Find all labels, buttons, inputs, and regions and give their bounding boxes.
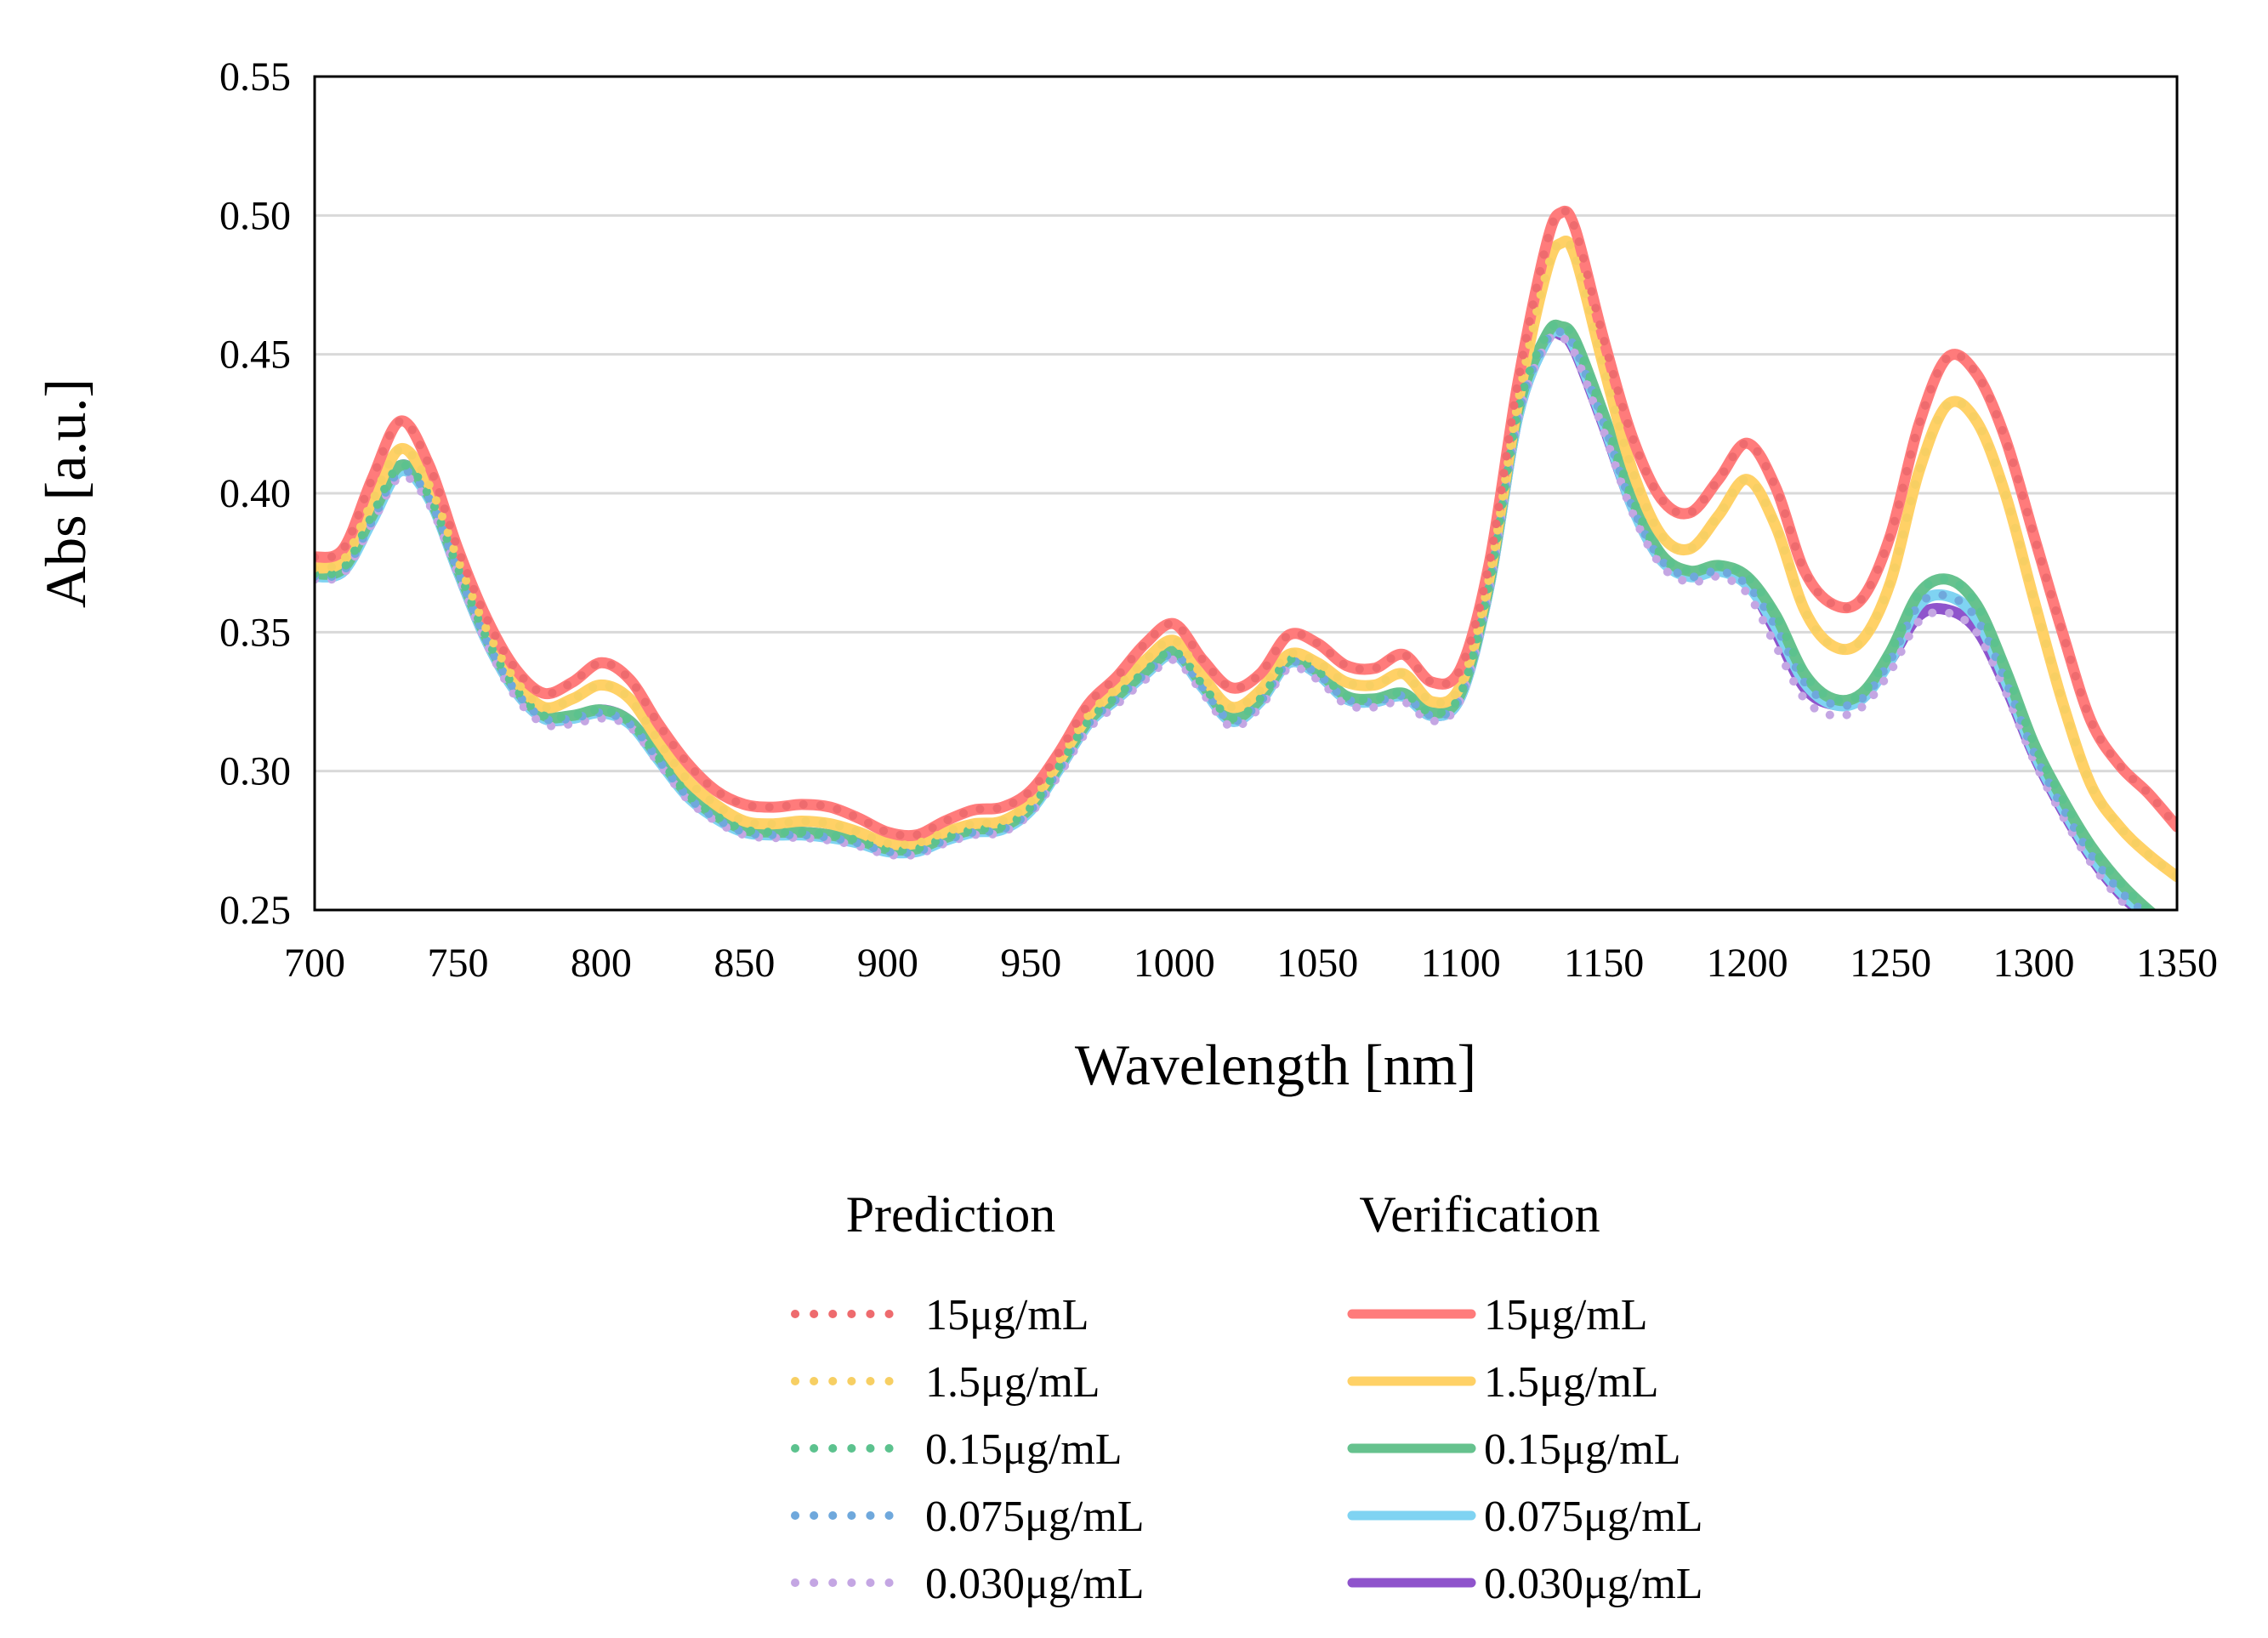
x-tick-label: 1250 xyxy=(1850,941,1931,986)
legend-entries: 15μg/mL 1.5μg/mL 0.15μg/mL 0.075μg/mL 0.030μ… xyxy=(791,1291,1703,1608)
legend-label-prediction-2: 0.15μg/mL xyxy=(925,1425,1123,1474)
y-tick-label: 0.30 xyxy=(219,749,291,794)
series-line-prediction-1 xyxy=(315,236,2177,881)
x-tick-label: 850 xyxy=(713,941,775,986)
x-tick-label: 800 xyxy=(571,941,632,986)
x-tick-label: 700 xyxy=(284,941,345,986)
x-axis-ticks: 700 750 800 850 900 950 1000 1050 1100 1150 1200 12… xyxy=(284,941,2218,986)
legend-label-verification-2: 0.15μg/mL xyxy=(1484,1425,1681,1474)
legend-label-verification-0: 15μg/mL xyxy=(1484,1291,1648,1339)
y-tick-label: 0.55 xyxy=(219,54,291,100)
legend: Prediction Verification 15μg/mL 1.5μg/mL 0… xyxy=(791,1186,1703,1608)
series-line-verification-7 xyxy=(315,319,2157,910)
y-tick-label: 0.45 xyxy=(219,333,291,378)
series-line-prediction-0 xyxy=(315,207,2177,840)
x-tick-label: 900 xyxy=(857,941,918,986)
y-tick-label: 0.25 xyxy=(219,888,291,933)
series-line-prediction-2 xyxy=(315,321,2156,910)
legend-label-verification-1: 1.5μg/mL xyxy=(1484,1358,1659,1407)
y-tick-label: 0.50 xyxy=(219,193,291,238)
legend-label-verification-4: 0.030μg/mL xyxy=(1484,1560,1703,1608)
x-tick-label: 950 xyxy=(1000,941,1061,986)
legend-title-prediction: Prediction xyxy=(846,1186,1056,1243)
legend-label-prediction-3: 0.075μg/mL xyxy=(925,1493,1145,1541)
x-tick-label: 1100 xyxy=(1421,941,1501,986)
y-axis-title: Abs [a.u.] xyxy=(33,378,98,608)
y-tick-label: 0.35 xyxy=(219,610,291,655)
series-line-prediction-4 xyxy=(315,330,2138,910)
x-tick-label: 1300 xyxy=(1993,941,2075,986)
series-lines xyxy=(315,205,2177,910)
legend-title-verification: Verification xyxy=(1359,1186,1600,1243)
legend-label-prediction-1: 1.5μg/mL xyxy=(925,1358,1100,1407)
y-tick-label: 0.40 xyxy=(219,471,291,516)
legend-label-prediction-4: 0.030μg/mL xyxy=(925,1560,1145,1608)
series-line-verification-6 xyxy=(315,236,2177,883)
y-axis-ticks: 0.25 0.30 0.35 0.40 0.45 0.50 0.55 xyxy=(219,54,291,933)
legend-label-verification-3: 0.075μg/mL xyxy=(1484,1493,1703,1541)
x-tick-label: 1000 xyxy=(1134,941,1215,986)
x-axis-title: Wavelength [nm] xyxy=(1075,1032,1476,1097)
x-tick-label: 1050 xyxy=(1276,941,1358,986)
x-tick-label: 750 xyxy=(427,941,488,986)
legend-label-prediction-0: 15μg/mL xyxy=(925,1291,1089,1339)
x-tick-label: 1350 xyxy=(2136,941,2218,986)
x-tick-label: 1200 xyxy=(1707,941,1788,986)
x-tick-label: 1150 xyxy=(1564,941,1644,986)
plot-area-border xyxy=(313,75,2179,912)
